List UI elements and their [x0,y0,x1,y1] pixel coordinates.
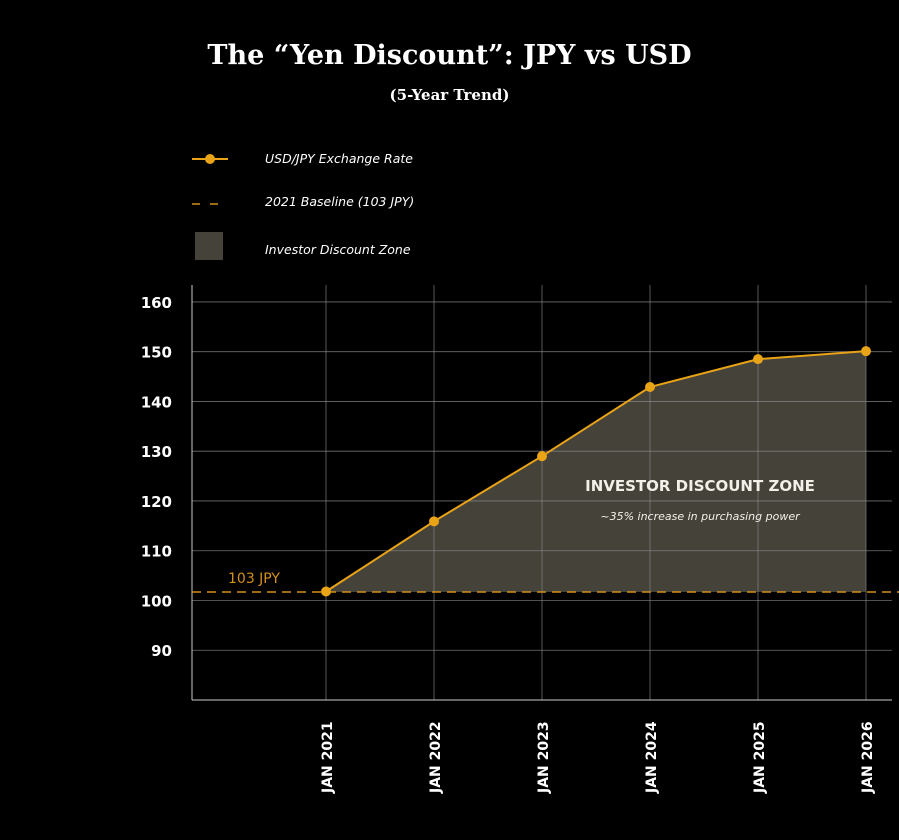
baseline-label: 103 JPY [228,571,280,587]
data-point [645,382,655,393]
data-point [537,451,547,462]
series-line [325,350,867,593]
data-point [429,516,439,527]
discount-zone-area [326,351,866,593]
legend-label-baseline: 2021 Baseline (103 JPY) [265,194,415,209]
x-tick-label: JAN 2021 [320,721,336,794]
y-tick-label: 90 [151,642,172,660]
x-tick-label: JAN 2022 [428,721,444,794]
y-tick-label: 140 [141,393,172,411]
data-point [753,354,763,365]
y-tick-label: 110 [141,543,172,561]
x-tick-label: JAN 2025 [752,721,768,794]
y-tick-label: 160 [141,294,172,312]
legend-zone-swatch [195,232,223,260]
y-tick-label: 130 [141,443,172,461]
y-tick-label: 100 [141,592,172,610]
y-tick-label: 120 [141,493,172,511]
y-tick-label: 150 [141,344,172,362]
x-tick-label: JAN 2024 [644,721,660,794]
legend-point-marker [205,154,215,164]
x-tick-label: JAN 2023 [536,721,552,794]
zone-annotation-note: ~35% increase in purchasing power [600,510,801,523]
legend-label-zone: Investor Discount Zone [265,242,411,257]
chart-title: The “Yen Discount”: JPY vs USD [207,40,692,71]
chart-subtitle: (5-Year Trend) [389,86,510,104]
legend-label-rate: USD/JPY Exchange Rate [265,151,413,166]
data-point [321,586,331,597]
data-point [861,346,871,357]
zone-annotation-title: INVESTOR DISCOUNT ZONE [585,477,815,495]
x-tick-label: JAN 2026 [860,721,876,794]
